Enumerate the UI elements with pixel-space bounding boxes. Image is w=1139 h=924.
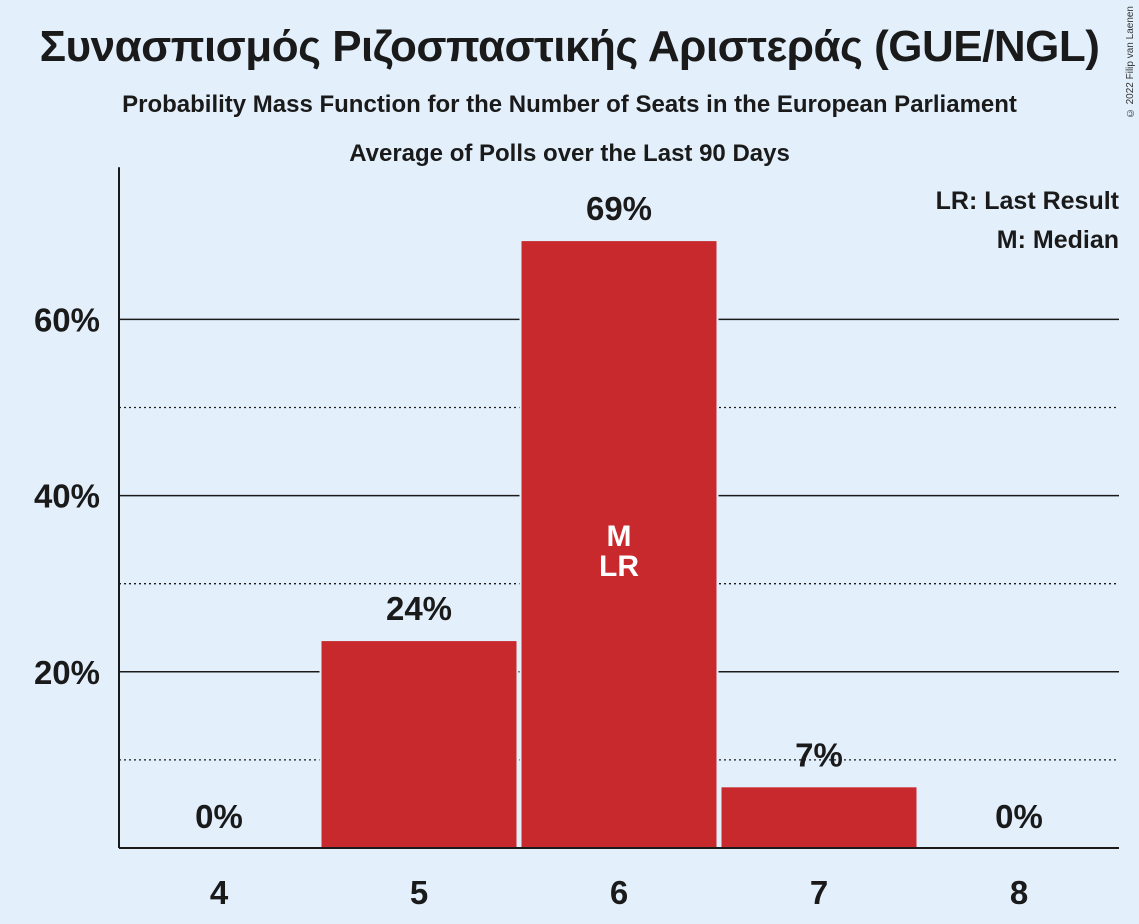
x-tick-label: 6 (610, 874, 628, 911)
y-tick-label: 40% (34, 478, 100, 515)
x-tick-label: 8 (1010, 874, 1028, 911)
legend-entry: LR: Last Result (936, 187, 1120, 215)
bar-annotation: LR (599, 550, 639, 583)
value-label: 0% (995, 798, 1043, 835)
bar-annotation: M (607, 520, 632, 553)
x-tick-label: 7 (810, 874, 828, 911)
value-label: 69% (586, 190, 652, 227)
bar (319, 639, 519, 849)
legend: LR: Last Result M: Median (936, 187, 1120, 254)
labels: 20% 40% 60% 0% 4 24% 5 69% 6 MLR 7% 7 0% 8 (34, 190, 1043, 911)
y-tick-label: 20% (34, 654, 100, 691)
x-tick-label: 4 (210, 874, 229, 911)
bars (319, 239, 919, 850)
chart-subtitle: Probability Mass Function for the Number… (122, 91, 1017, 118)
legend-entry: M: Median (997, 226, 1119, 254)
value-label: 24% (386, 590, 452, 627)
x-tick-label: 5 (410, 874, 428, 911)
value-label: 0% (195, 798, 243, 835)
axes (118, 167, 1119, 849)
bar (519, 239, 719, 850)
bar (719, 785, 919, 850)
value-label: 7% (795, 736, 843, 773)
chart-subtitle-2: Average of Polls over the Last 90 Days (349, 140, 790, 167)
y-tick-label: 60% (34, 301, 100, 338)
chart-title: Συνασπισμός Ριζοσπαστικής Αριστεράς (GUE… (39, 22, 1100, 71)
